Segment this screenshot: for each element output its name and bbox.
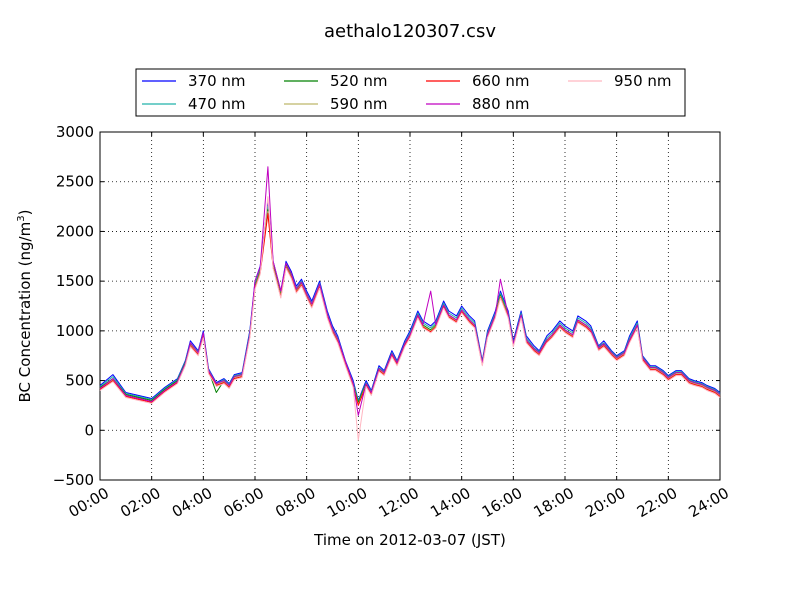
legend: 370 nm 470 nm 520 nm 590 nm 660 nm 880 nm 950 … [135, 68, 686, 117]
x-tick-label: 06:00 [221, 484, 267, 521]
y-tick-label: 2000 [56, 222, 94, 240]
y-tick-label: 500 [65, 372, 94, 390]
y-axis-label-close: ) [16, 210, 34, 216]
legend-label: 950 nm [614, 72, 672, 90]
y-axis-label-main: BC Concentration (ng/m [16, 222, 34, 403]
x-tick-label: 24:00 [686, 484, 732, 521]
legend-label: 660 nm [472, 72, 530, 90]
x-tick-label: 12:00 [376, 484, 422, 521]
x-tick-label: 04:00 [169, 484, 215, 521]
x-tick-label: 00:00 [66, 484, 112, 521]
legend-label: 470 nm [188, 95, 246, 113]
plot-area [99, 131, 721, 481]
x-tick-label: 22:00 [634, 484, 680, 521]
x-tick-label: 20:00 [582, 484, 628, 521]
y-tick-label: 0 [84, 421, 94, 439]
x-axis-label: Time on 2012-03-07 (JST) [313, 531, 506, 549]
y-tick-label: 2500 [56, 173, 94, 191]
x-tick-label: 08:00 [272, 484, 318, 521]
y-tick-label: 1500 [56, 272, 94, 290]
series-line-950-nm [99, 196, 721, 441]
series-line-880-nm [99, 166, 721, 416]
y-tick-label: 1000 [56, 322, 94, 340]
series-line-370-nm [99, 201, 721, 401]
legend-label: 880 nm [472, 95, 530, 113]
chart-title: aethalo120307.csv [324, 21, 496, 42]
legend-label: 370 nm [188, 72, 246, 90]
series-lines [99, 166, 721, 441]
x-tick-label: 02:00 [117, 484, 163, 521]
y-axis-label: BC Concentration (ng/m3) [16, 210, 34, 403]
x-tick-label: 18:00 [531, 484, 577, 521]
x-tick-label: 16:00 [479, 484, 525, 521]
grid-layer [100, 132, 720, 480]
legend-label: 520 nm [330, 72, 388, 90]
x-tick-label: 14:00 [427, 484, 473, 521]
y-axis-ticks: 3000 2500 2000 1500 1000 500 0 −500 [53, 123, 720, 489]
legend-label: 590 nm [330, 95, 388, 113]
y-tick-label: 3000 [56, 123, 94, 141]
y-tick-label: −500 [53, 471, 94, 489]
legend-box [135, 68, 686, 117]
x-tick-label: 10:00 [324, 484, 370, 521]
y-axis-label-superscript: 3 [16, 215, 27, 221]
